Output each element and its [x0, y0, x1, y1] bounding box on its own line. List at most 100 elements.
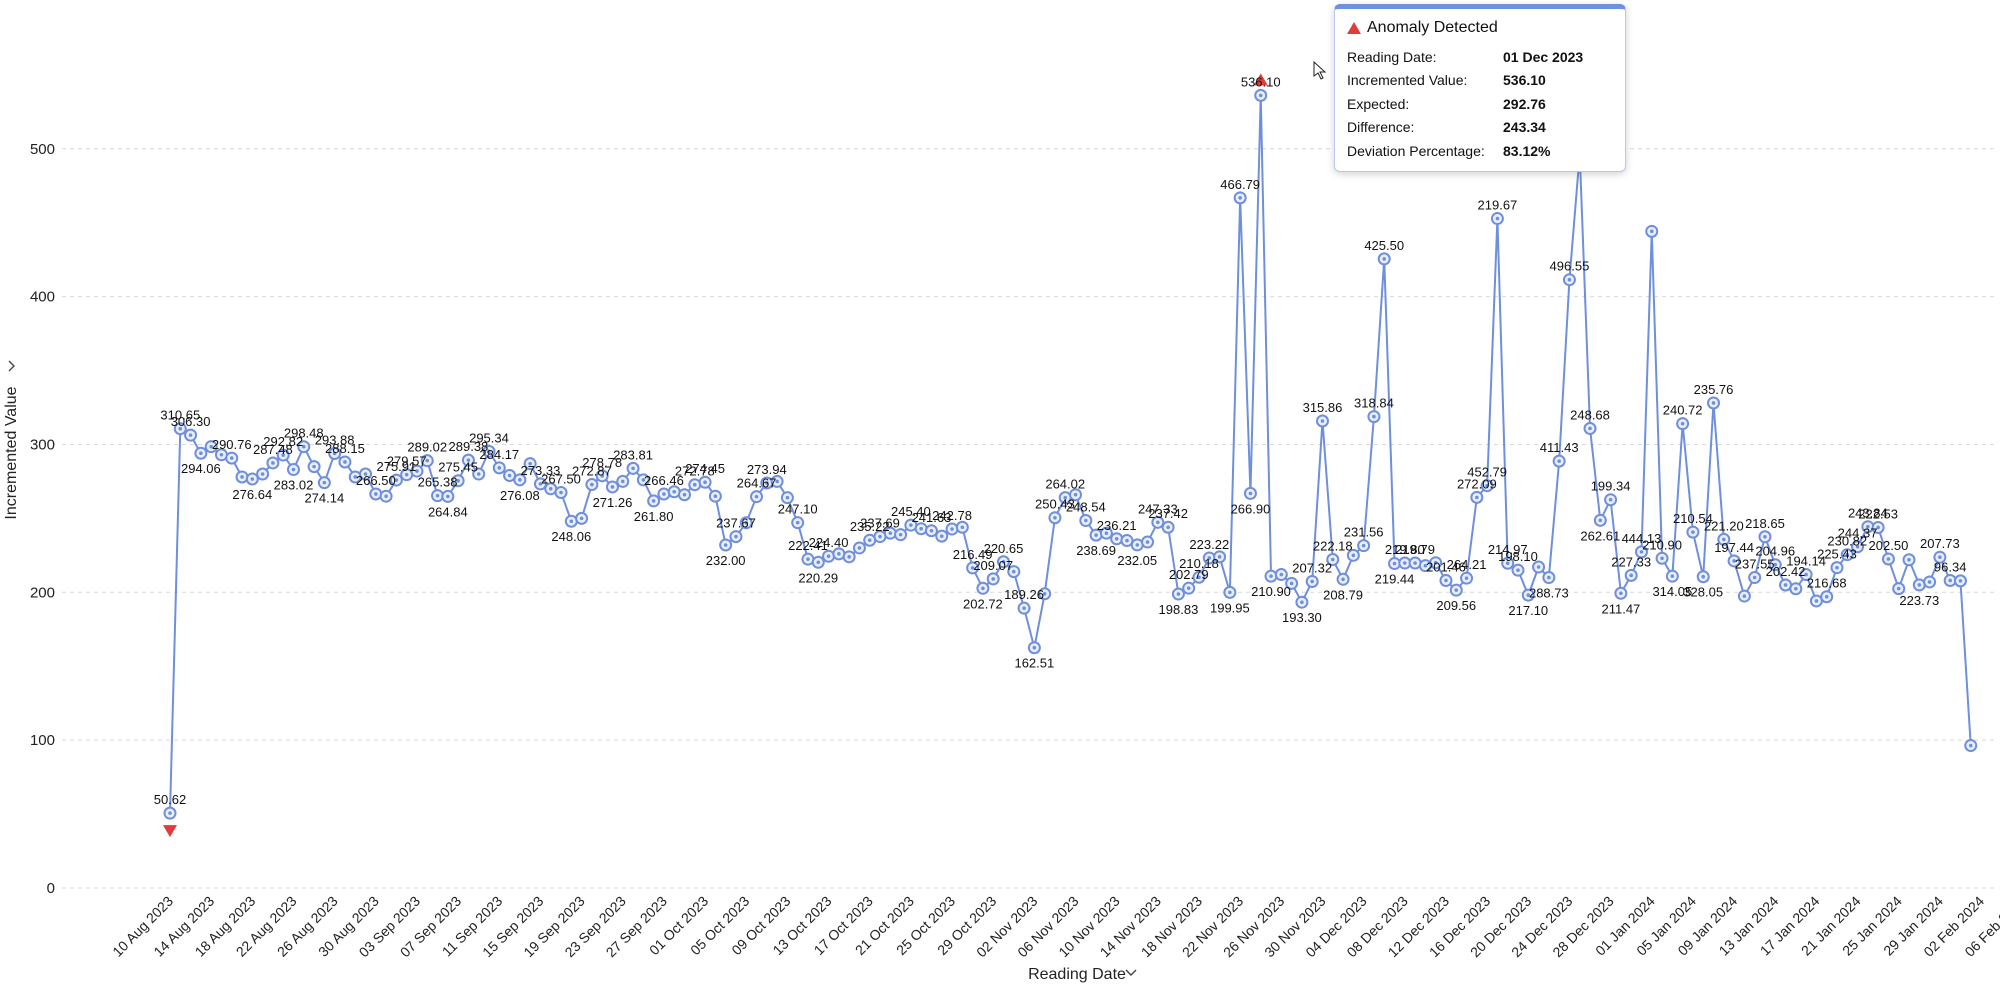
data-point[interactable]: [184, 428, 198, 442]
data-point[interactable]: [317, 476, 331, 490]
data-point[interactable]: [636, 473, 650, 487]
data-point[interactable]: [173, 422, 187, 436]
data-point[interactable]: [1645, 224, 1659, 238]
data-point[interactable]: [1048, 511, 1062, 525]
data-point[interactable]: [986, 572, 1000, 586]
data-point[interactable]: [739, 516, 753, 530]
data-point[interactable]: [698, 475, 712, 489]
data-point[interactable]: [595, 469, 609, 483]
data-point[interactable]: [1820, 590, 1834, 604]
data-point[interactable]: [1336, 572, 1350, 586]
data-point[interactable]: [1871, 520, 1885, 534]
data-point[interactable]: [1017, 601, 1031, 615]
data-point[interactable]: [1099, 526, 1113, 540]
data-point[interactable]: [1264, 569, 1278, 583]
data-point[interactable]: [1511, 563, 1525, 577]
data-point[interactable]: [441, 489, 455, 503]
data-point[interactable]: [1470, 490, 1484, 504]
data-point[interactable]: [729, 530, 743, 544]
data-point[interactable]: [1346, 548, 1360, 562]
data-point[interactable]: [1089, 528, 1103, 542]
data-point[interactable]: [996, 555, 1010, 569]
data-point[interactable]: [1285, 576, 1299, 590]
data-point[interactable]: [359, 467, 373, 481]
data-point[interactable]: [1377, 252, 1391, 266]
data-point[interactable]: [1192, 570, 1206, 584]
y-axis-title[interactable]: Incremented Value: [3, 360, 20, 520]
data-point[interactable]: [1274, 568, 1288, 582]
data-point[interactable]: [369, 487, 383, 501]
data-point[interactable]: [1552, 454, 1566, 468]
data-point[interactable]: [688, 478, 702, 492]
data-point[interactable]: [564, 514, 578, 528]
data-point[interactable]: [472, 467, 486, 481]
data-point[interactable]: [1171, 587, 1185, 601]
data-point[interactable]: [204, 440, 218, 454]
data-point[interactable]: [1696, 570, 1710, 584]
data-point[interactable]: [1254, 88, 1268, 102]
data-point[interactable]: [1923, 575, 1937, 589]
data-point[interactable]: [1315, 414, 1329, 428]
data-point[interactable]: [1408, 556, 1422, 570]
data-point[interactable]: [420, 454, 434, 468]
data-point[interactable]: [400, 468, 414, 482]
data-point[interactable]: [605, 480, 619, 494]
data-point[interactable]: [482, 444, 496, 458]
data-point[interactable]: [1634, 545, 1648, 559]
data-point[interactable]: [513, 473, 527, 487]
data-point[interactable]: [708, 489, 722, 503]
data-point[interactable]: [1460, 571, 1474, 585]
data-point[interactable]: [935, 529, 949, 543]
data-point[interactable]: [1079, 514, 1093, 528]
data-point[interactable]: [1357, 539, 1371, 553]
data-point[interactable]: [286, 463, 300, 477]
data-point[interactable]: [1737, 589, 1751, 603]
data-point[interactable]: [1881, 552, 1895, 566]
data-point[interactable]: [1676, 417, 1690, 431]
data-point[interactable]: [657, 487, 671, 501]
data-point[interactable]: [1542, 571, 1556, 585]
data-point[interactable]: [955, 520, 969, 534]
data-point[interactable]: [1202, 551, 1216, 565]
data-point[interactable]: [626, 461, 640, 475]
data-point[interactable]: [225, 451, 239, 465]
data-point[interactable]: [1038, 587, 1052, 601]
data-point[interactable]: [1480, 479, 1494, 493]
data-point[interactable]: [1851, 540, 1865, 554]
data-point[interactable]: [1707, 396, 1720, 410]
data-point[interactable]: [245, 472, 259, 486]
data-point[interactable]: [616, 474, 630, 488]
data-point[interactable]: [780, 491, 794, 505]
data-point[interactable]: [554, 486, 568, 500]
data-point[interactable]: [1213, 550, 1227, 564]
data-point[interactable]: [1830, 561, 1844, 575]
data-point[interactable]: [1562, 273, 1576, 287]
data-point[interactable]: [1130, 538, 1144, 552]
data-point[interactable]: [1243, 486, 1257, 500]
data-point[interactable]: [194, 446, 208, 460]
data-point[interactable]: [523, 457, 537, 471]
data-point[interactable]: [1388, 557, 1402, 571]
data-point[interactable]: [1758, 530, 1772, 544]
data-point[interactable]: [966, 561, 980, 575]
data-point[interactable]: [389, 473, 403, 487]
data-point[interactable]: [811, 555, 825, 569]
data-point[interactable]: [647, 494, 661, 508]
data-point[interactable]: [1429, 556, 1443, 570]
data-point[interactable]: [678, 488, 691, 502]
data-point[interactable]: [461, 453, 475, 467]
data-point[interactable]: [1151, 515, 1165, 529]
data-point[interactable]: [235, 470, 249, 484]
data-point[interactable]: [256, 467, 270, 481]
data-point[interactable]: [1305, 574, 1319, 588]
data-point[interactable]: [791, 516, 805, 530]
data-point[interactable]: [410, 464, 424, 478]
data-point[interactable]: [1449, 583, 1463, 597]
data-point[interactable]: [1768, 558, 1782, 572]
data-point[interactable]: [914, 522, 928, 536]
anomaly-triangle-down-icon[interactable]: [163, 825, 177, 838]
data-point[interactable]: [585, 478, 599, 492]
data-point[interactable]: [750, 490, 764, 504]
data-point[interactable]: [1532, 560, 1546, 574]
data-point[interactable]: [1069, 488, 1083, 502]
